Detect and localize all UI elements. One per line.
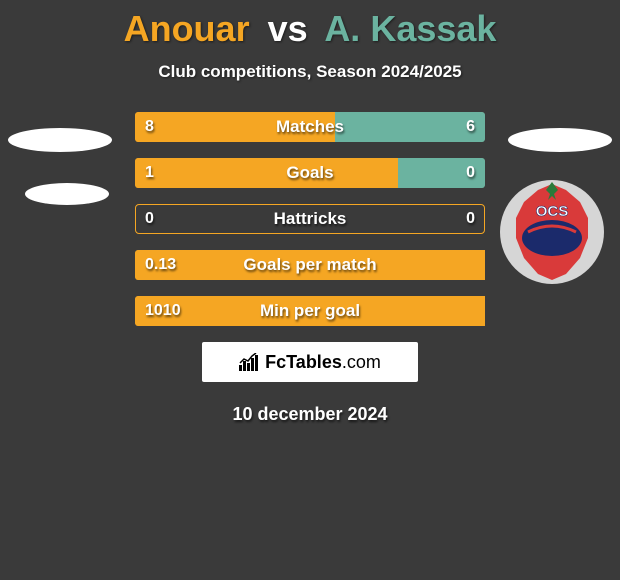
stat-label: Goals per match <box>135 250 485 280</box>
player2-name: A. Kassak <box>324 8 496 49</box>
subtitle: Club competitions, Season 2024/2025 <box>0 62 620 82</box>
watermark-text: FcTables.com <box>265 352 381 373</box>
watermark-main: FcTables <box>265 352 342 372</box>
stat-row-gpm: 0.13 Goals per match <box>135 250 485 280</box>
stat-label: Goals <box>135 158 485 188</box>
stats-area: 8 Matches 6 1 Goals 0 0 Hattricks 0 0.13… <box>135 112 485 326</box>
stat-value-p2: 0 <box>466 158 475 188</box>
watermark-suffix: .com <box>342 352 381 372</box>
stat-row-mpg: 1010 Min per goal <box>135 296 485 326</box>
stat-value-p2: 0 <box>466 204 475 234</box>
stat-row-matches: 8 Matches 6 <box>135 112 485 142</box>
stat-label: Matches <box>135 112 485 142</box>
player1-logo <box>5 118 115 228</box>
club-badge: OCS <box>498 178 606 286</box>
stat-label: Min per goal <box>135 296 485 326</box>
date: 10 december 2024 <box>0 404 620 425</box>
chart-bars-icon <box>239 353 261 371</box>
vs-text: vs <box>268 8 308 49</box>
stat-value-p2: 6 <box>466 112 475 142</box>
stat-row-goals: 1 Goals 0 <box>135 158 485 188</box>
player1-name: Anouar <box>124 8 250 49</box>
watermark: FcTables.com <box>202 342 418 382</box>
svg-text:OCS: OCS <box>536 203 569 220</box>
comparison-title: Anouar vs A. Kassak <box>0 0 620 50</box>
stat-row-hattricks: 0 Hattricks 0 <box>135 204 485 234</box>
stat-label: Hattricks <box>135 204 485 234</box>
